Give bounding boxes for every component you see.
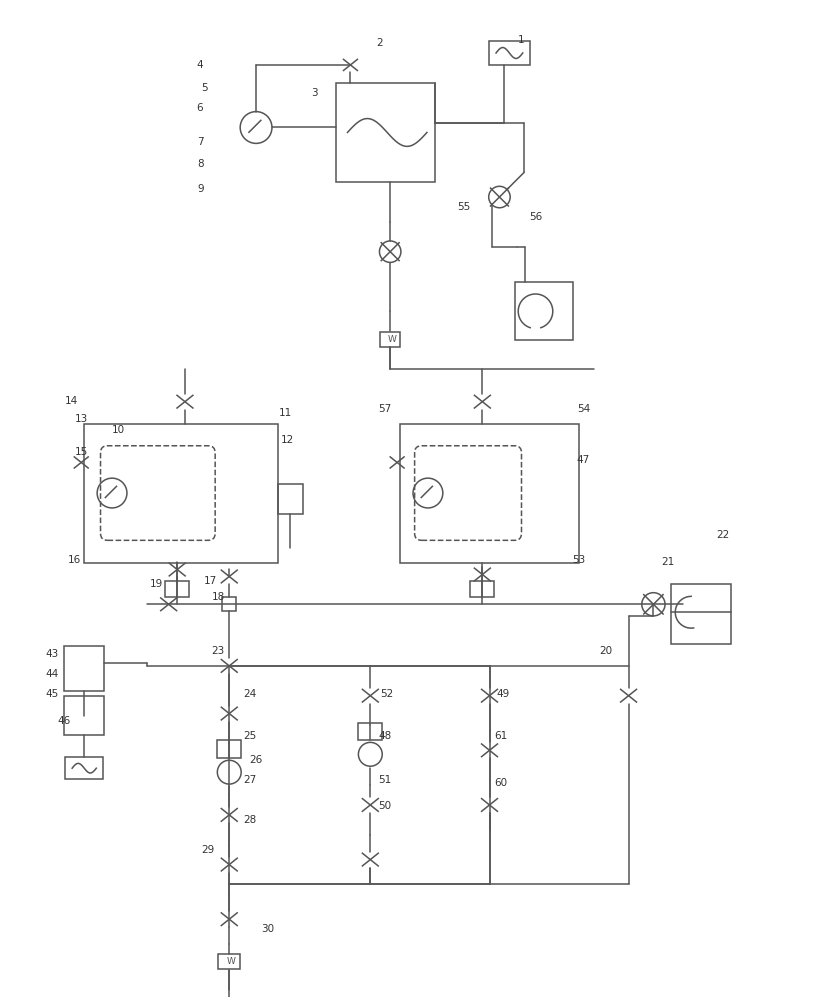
Text: 45: 45 bbox=[46, 689, 58, 699]
Bar bbox=[223, 597, 236, 611]
Text: 28: 28 bbox=[244, 815, 256, 825]
Bar bbox=[671, 584, 731, 644]
Bar bbox=[229, 666, 490, 884]
Text: 26: 26 bbox=[249, 755, 263, 765]
Text: 30: 30 bbox=[261, 924, 274, 934]
Text: 16: 16 bbox=[68, 555, 81, 565]
Text: 10: 10 bbox=[112, 425, 125, 435]
Bar bbox=[64, 696, 104, 735]
Bar bbox=[219, 954, 240, 969]
Text: 52: 52 bbox=[380, 689, 394, 699]
Text: 51: 51 bbox=[379, 775, 391, 785]
Text: 44: 44 bbox=[46, 669, 58, 679]
Bar bbox=[489, 41, 530, 65]
Text: 19: 19 bbox=[150, 579, 163, 589]
Text: 3: 3 bbox=[311, 88, 318, 98]
Bar bbox=[64, 646, 104, 691]
Bar bbox=[218, 740, 241, 758]
Text: 17: 17 bbox=[203, 576, 217, 586]
Text: 14: 14 bbox=[64, 396, 78, 406]
Bar bbox=[400, 424, 579, 563]
Text: 20: 20 bbox=[599, 646, 612, 656]
Bar bbox=[65, 757, 103, 779]
Bar bbox=[470, 581, 495, 597]
Text: 5: 5 bbox=[202, 83, 208, 93]
Bar bbox=[165, 581, 189, 597]
Text: 55: 55 bbox=[457, 202, 470, 212]
Text: 57: 57 bbox=[379, 404, 391, 414]
Text: W: W bbox=[227, 957, 236, 966]
Text: 18: 18 bbox=[211, 592, 224, 602]
Text: 24: 24 bbox=[244, 689, 256, 699]
Text: 2: 2 bbox=[376, 38, 383, 48]
Text: 9: 9 bbox=[198, 184, 204, 194]
Bar bbox=[335, 83, 435, 182]
Text: 13: 13 bbox=[75, 414, 88, 424]
Text: 15: 15 bbox=[75, 447, 88, 457]
Bar bbox=[380, 332, 400, 347]
Bar bbox=[359, 723, 382, 740]
Text: 21: 21 bbox=[661, 557, 675, 567]
Text: 27: 27 bbox=[244, 775, 256, 785]
Text: 7: 7 bbox=[198, 137, 204, 147]
Text: 48: 48 bbox=[379, 731, 391, 741]
Text: 12: 12 bbox=[281, 435, 294, 445]
Text: 61: 61 bbox=[495, 731, 508, 741]
Text: 8: 8 bbox=[198, 159, 204, 169]
Text: 4: 4 bbox=[197, 60, 203, 70]
Text: 22: 22 bbox=[716, 530, 729, 540]
Text: 47: 47 bbox=[577, 455, 590, 465]
Text: 46: 46 bbox=[58, 716, 71, 726]
Text: 53: 53 bbox=[572, 555, 585, 565]
Text: W: W bbox=[388, 335, 397, 344]
Text: 54: 54 bbox=[577, 404, 590, 414]
Text: 49: 49 bbox=[496, 689, 510, 699]
Text: 50: 50 bbox=[379, 801, 391, 811]
Bar bbox=[84, 424, 278, 563]
Text: 43: 43 bbox=[46, 649, 58, 659]
Bar bbox=[515, 282, 573, 340]
Text: 11: 11 bbox=[279, 408, 292, 418]
Text: 25: 25 bbox=[244, 731, 256, 741]
Text: 23: 23 bbox=[211, 646, 224, 656]
Text: 6: 6 bbox=[197, 103, 203, 113]
Text: 29: 29 bbox=[202, 845, 214, 855]
Bar bbox=[278, 484, 303, 514]
Text: 1: 1 bbox=[517, 35, 524, 45]
Text: 56: 56 bbox=[530, 212, 542, 222]
Text: 60: 60 bbox=[495, 778, 508, 788]
